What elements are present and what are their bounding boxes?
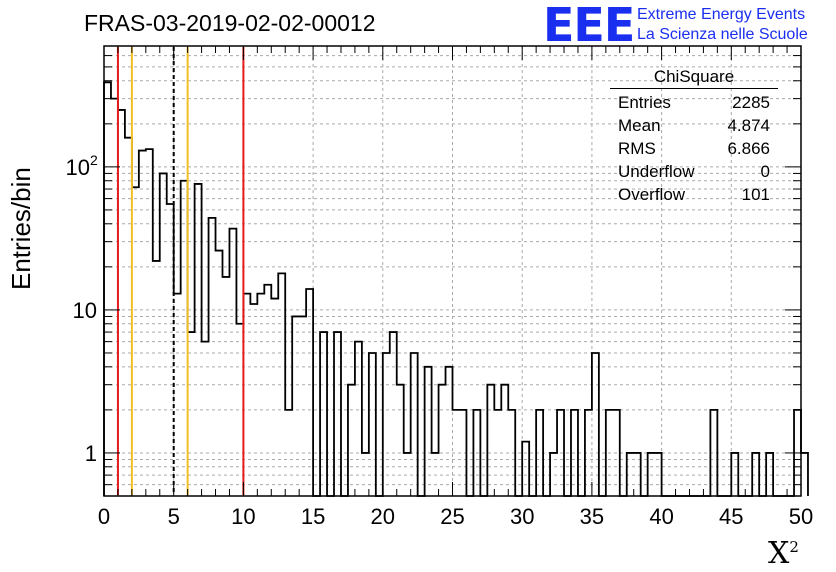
stats-row: Mean 4.874 bbox=[610, 114, 778, 137]
x-tick-label: 50 bbox=[789, 504, 813, 529]
x-tick-label: 35 bbox=[580, 504, 604, 529]
stats-value: 0 bbox=[760, 162, 770, 181]
stats-title: ChiSquare bbox=[610, 66, 778, 89]
y-tick-label: 10 bbox=[73, 298, 97, 323]
reference-lines bbox=[116, 47, 245, 495]
y-axis-label: Entries/bin bbox=[6, 167, 36, 290]
logo-line-1: Extreme Energy Events bbox=[637, 6, 806, 23]
x-tick-label: 5 bbox=[168, 504, 180, 529]
x-tick-label: 20 bbox=[371, 504, 395, 529]
stats-label: RMS bbox=[618, 139, 656, 158]
eee-logo-text: Extreme Energy Events La Scienza nelle S… bbox=[637, 5, 808, 45]
stats-row: Overflow 101 bbox=[610, 183, 778, 206]
x-tick-label: 10 bbox=[231, 504, 255, 529]
x-tick-labels: 0 5 10 15 20 25 30 35 40 45 50 bbox=[98, 504, 813, 529]
stats-label: Entries bbox=[618, 93, 671, 112]
x-axis-label-base: X bbox=[768, 536, 790, 571]
stats-row: RMS 6.866 bbox=[610, 137, 778, 160]
stats-value: 4.874 bbox=[727, 116, 770, 135]
stats-value: 2285 bbox=[732, 93, 770, 112]
stats-row: Entries 2285 bbox=[610, 91, 778, 114]
x-axis-label-sup: 2 bbox=[789, 538, 799, 556]
logo-line-2: La Scienza nelle Scuole bbox=[637, 26, 808, 43]
stats-label: Mean bbox=[618, 116, 661, 135]
y-tick-label: 1 bbox=[85, 441, 97, 466]
stats-box: ChiSquare Entries 2285 Mean 4.874 RMS 6.866 Un… bbox=[610, 66, 778, 206]
y-tick-label-sup: 2 bbox=[90, 152, 98, 168]
x-tick-label: 40 bbox=[649, 504, 673, 529]
x-tick-label: 25 bbox=[440, 504, 464, 529]
x-tick-label: 30 bbox=[510, 504, 534, 529]
eee-logo: EEE bbox=[543, 0, 635, 52]
x-axis-label: X2 bbox=[768, 536, 799, 571]
stats-row: Underflow 0 bbox=[610, 160, 778, 183]
stats-label: Overflow bbox=[618, 185, 686, 204]
x-tick-label: 45 bbox=[719, 504, 743, 529]
stats-label: Underflow bbox=[618, 162, 695, 181]
y-tick-label: 10 bbox=[66, 155, 90, 180]
stats-value: 6.866 bbox=[727, 139, 770, 158]
x-tick-label: 0 bbox=[98, 504, 110, 529]
chart-title: FRAS-03-2019-02-02-00012 bbox=[84, 10, 376, 36]
axis-ticks bbox=[103, 45, 802, 497]
stats-value: 101 bbox=[741, 185, 770, 204]
x-tick-label: 15 bbox=[301, 504, 325, 529]
